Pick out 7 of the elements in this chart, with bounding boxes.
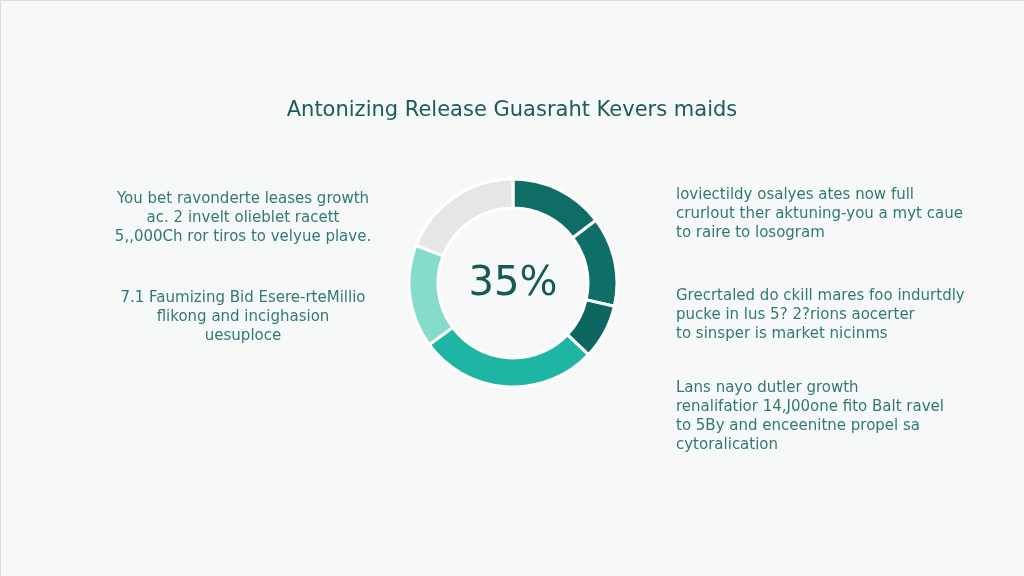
text: You bet ravonderte leases growth ac. 2 invelt olieblet racett 5,,000Ch ror tiros to velyue plave.	[114, 189, 372, 245]
text: Lans nayo dutler growth renalifatior 14,J00one fito Balt ravel to 5By and enceenitne propel sa cytoralication	[676, 378, 944, 453]
text: 35%	[468, 258, 558, 304]
chart-title: Antonizing Release Guasraht Kevers maids	[286, 97, 738, 121]
text: loviectildy osalyes ates now full crurlout ther aktuning-you a myt caue to raire to losogram	[676, 185, 963, 241]
text: 7.1 Faumizing Bid Esere-rteMillio flikong and incighasion uesuploce	[120, 288, 366, 344]
text: Grecrtaled do ckill mares foo indurtdly pucke in lus 5? 2?rions aocerter to sinsper is market nicinms	[676, 286, 965, 342]
